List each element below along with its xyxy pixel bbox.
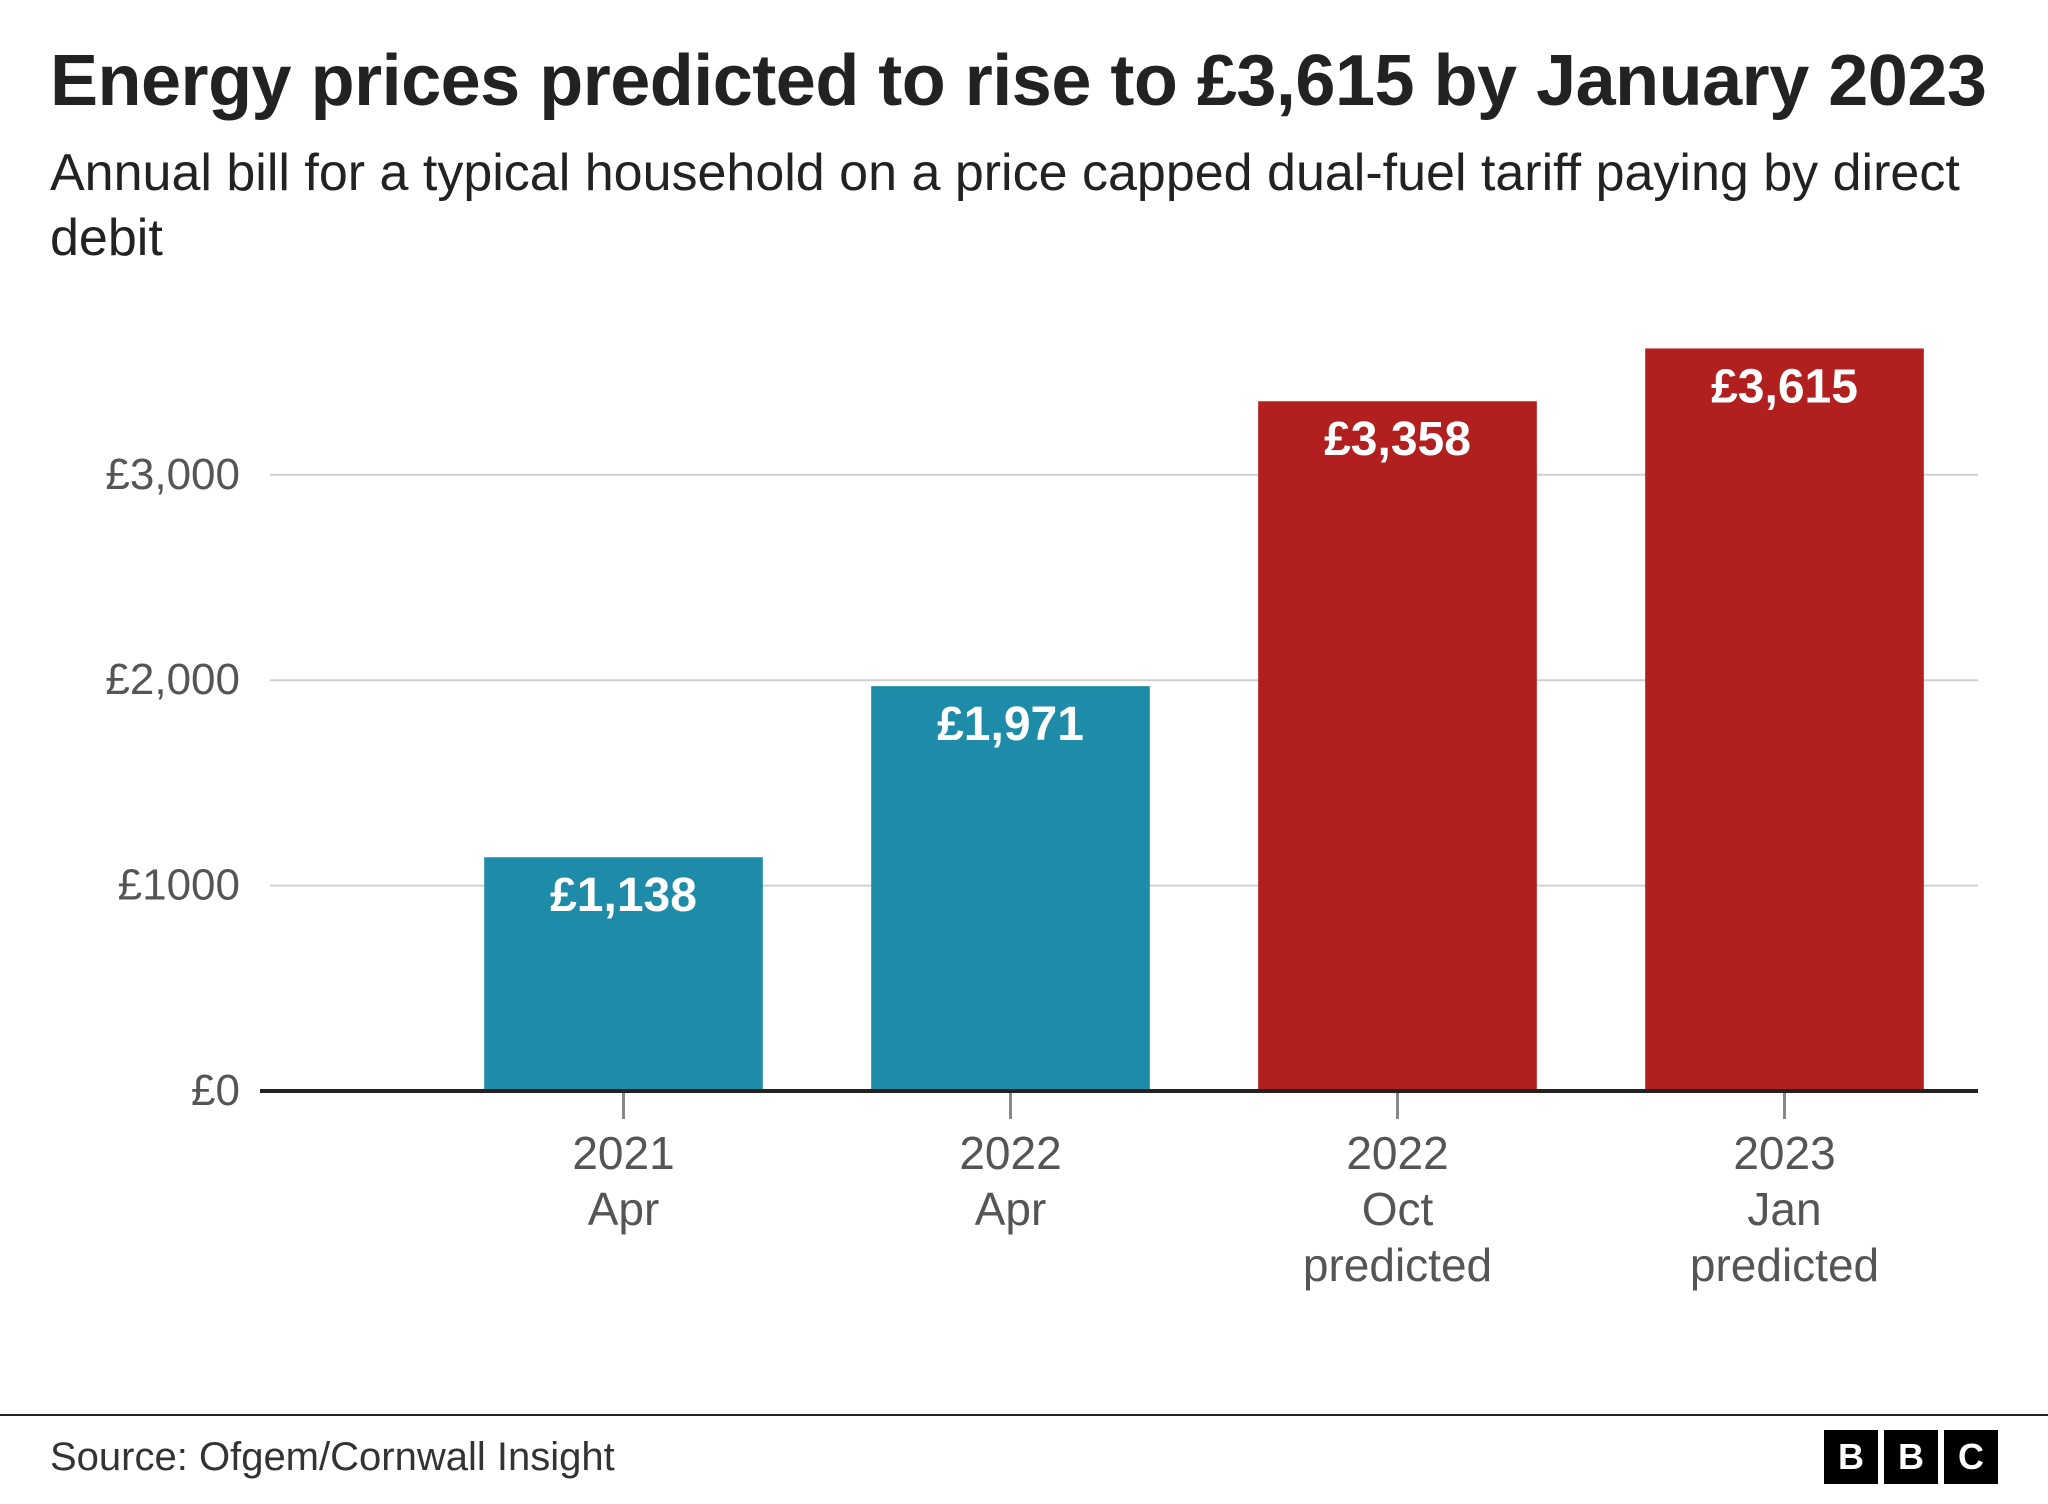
chart-card: Energy prices predicted to rise to £3,61… [0,0,2048,1504]
bar-chart: £0£1000£2,000£3,000£1,1382021Apr£1,97120… [50,291,1998,1301]
chart-svg: £0£1000£2,000£3,000£1,1382021Apr£1,97120… [50,291,1998,1301]
category-label: 2022 [1346,1127,1448,1179]
bar [1258,401,1537,1091]
source-text: Source: Ofgem/Cornwall Insight [50,1435,615,1480]
category-label: 2022 [959,1127,1061,1179]
category-label: Apr [975,1183,1047,1235]
category-label: Oct [1362,1183,1434,1235]
category-label: Apr [588,1183,660,1235]
category-label: 2023 [1733,1127,1835,1179]
y-axis-label: £0 [191,1066,240,1115]
chart-footer: Source: Ofgem/Cornwall Insight B B C [0,1414,2048,1484]
y-axis-label: £2,000 [105,655,240,704]
bar [1645,348,1924,1091]
bbc-logo-block: B [1884,1430,1938,1484]
bbc-logo: B B C [1824,1430,1998,1484]
chart-title: Energy prices predicted to rise to £3,61… [50,40,1998,123]
bar-value-label: £3,358 [1324,413,1471,466]
bbc-logo-block: B [1824,1430,1878,1484]
bar-value-label: £1,138 [550,869,697,922]
category-label: Jan [1747,1183,1821,1235]
category-label: predicted [1690,1239,1879,1291]
y-axis-label: £1000 [118,860,240,909]
category-label: 2021 [572,1127,674,1179]
chart-subtitle: Annual bill for a typical household on a… [50,141,1998,271]
bar-value-label: £3,615 [1711,360,1858,413]
bbc-logo-block: C [1944,1430,1998,1484]
category-label: predicted [1303,1239,1492,1291]
bar-value-label: £1,971 [937,698,1084,751]
y-axis-label: £3,000 [105,450,240,499]
